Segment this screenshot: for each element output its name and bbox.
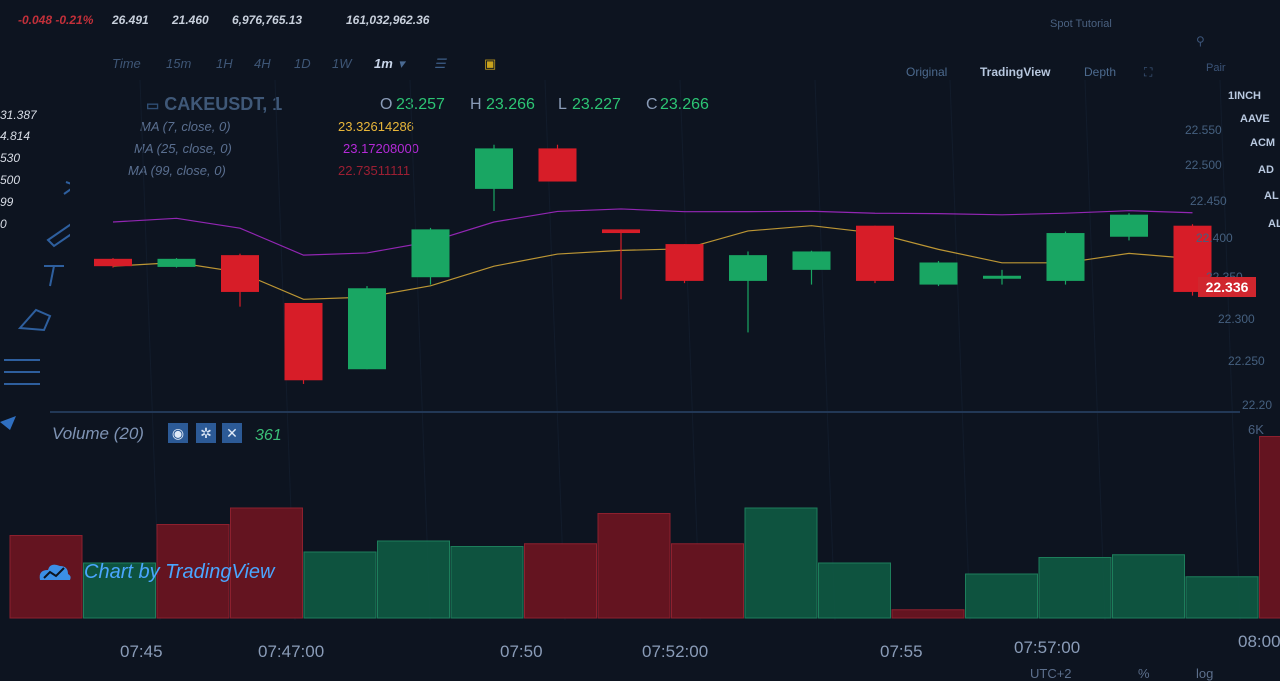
price-tick: 22.400 bbox=[1196, 231, 1233, 245]
candle-body bbox=[285, 303, 323, 380]
grid-line bbox=[1220, 80, 1240, 620]
grid-line bbox=[1085, 80, 1105, 620]
volume-bar bbox=[819, 563, 891, 618]
symbol-item[interactable]: 1INCH bbox=[1228, 90, 1261, 102]
volume-axis-max: 6K bbox=[1248, 422, 1264, 437]
price-tick: 22.20 bbox=[1242, 398, 1272, 412]
symbol-item[interactable]: AAVE bbox=[1240, 113, 1270, 125]
grid-line bbox=[950, 80, 970, 620]
time-tick: 07:47:00 bbox=[258, 642, 324, 662]
moving-average-lines bbox=[113, 209, 1193, 299]
grid-line bbox=[410, 80, 430, 620]
time-tick: 07:57:00 bbox=[1014, 638, 1080, 658]
symbol-item[interactable]: AL bbox=[1264, 190, 1279, 202]
candle-body bbox=[94, 259, 132, 266]
symbol-item[interactable]: AL bbox=[1268, 218, 1280, 230]
volume-bar bbox=[1186, 577, 1258, 618]
candle-body bbox=[666, 244, 704, 281]
volume-bar bbox=[525, 544, 597, 618]
candle-body bbox=[539, 148, 577, 181]
volume-bar bbox=[451, 547, 523, 619]
tradingview-watermark[interactable]: Chart by TradingView bbox=[36, 560, 274, 584]
price-tick: 22.500 bbox=[1185, 158, 1222, 172]
ma7-line bbox=[113, 226, 1193, 300]
ma25-line bbox=[113, 209, 1193, 255]
candle-body bbox=[602, 229, 640, 233]
price-tick: 22.450 bbox=[1190, 194, 1227, 208]
time-tick: 07:55 bbox=[880, 642, 923, 662]
candle-body bbox=[856, 226, 894, 281]
time-tick: 07:52:00 bbox=[642, 642, 708, 662]
volume-bar bbox=[1113, 555, 1185, 618]
symbol-item[interactable]: AD bbox=[1258, 164, 1274, 176]
candle-body bbox=[412, 229, 450, 277]
volume-bar bbox=[745, 508, 817, 618]
volume-bar bbox=[672, 544, 744, 618]
candle-body bbox=[920, 263, 958, 285]
time-tick: 07:45 bbox=[120, 642, 163, 662]
candles bbox=[94, 145, 1212, 384]
timezone-label[interactable]: UTC+2 bbox=[1030, 666, 1072, 681]
percent-toggle[interactable]: % bbox=[1138, 666, 1150, 681]
volume-bar bbox=[598, 514, 670, 619]
volume-bar bbox=[966, 574, 1038, 618]
volume-bar bbox=[304, 552, 376, 618]
time-tick: 07:50 bbox=[500, 642, 543, 662]
log-toggle[interactable]: log bbox=[1196, 666, 1213, 681]
candle-body bbox=[348, 288, 386, 369]
price-tick: 22.250 bbox=[1228, 354, 1265, 368]
time-tick: 08:00 bbox=[1238, 632, 1280, 652]
volume-bar bbox=[892, 610, 964, 618]
volume-label: Volume (20) bbox=[52, 424, 144, 444]
candle-body bbox=[729, 255, 767, 281]
volume-bar bbox=[1260, 437, 1280, 619]
eye-icon[interactable]: ◉ bbox=[168, 423, 188, 443]
watermark-text: Chart by TradingView bbox=[84, 561, 274, 584]
close-icon[interactable]: ✕ bbox=[222, 423, 242, 443]
gear-icon[interactable]: ✲ bbox=[196, 423, 216, 443]
current-price-tag: 22.336 bbox=[1198, 277, 1256, 297]
candle-body bbox=[983, 276, 1021, 279]
symbol-item[interactable]: ACM bbox=[1250, 137, 1275, 149]
price-tick: 22.300 bbox=[1218, 312, 1255, 326]
price-tick: 22.550 bbox=[1185, 123, 1222, 137]
volume-bar bbox=[378, 541, 450, 618]
volume-value: 361 bbox=[255, 427, 282, 445]
candle-body bbox=[1110, 215, 1148, 237]
candle-body bbox=[221, 255, 259, 292]
grid-line bbox=[680, 80, 700, 620]
candle-body bbox=[1047, 233, 1085, 281]
volume-bars bbox=[10, 437, 1280, 619]
grid-line bbox=[815, 80, 835, 620]
candle-body bbox=[475, 148, 513, 188]
cloud-logo-icon bbox=[36, 560, 72, 584]
volume-bar bbox=[1039, 558, 1111, 619]
candle-body bbox=[158, 259, 196, 267]
candle-body bbox=[793, 251, 831, 269]
